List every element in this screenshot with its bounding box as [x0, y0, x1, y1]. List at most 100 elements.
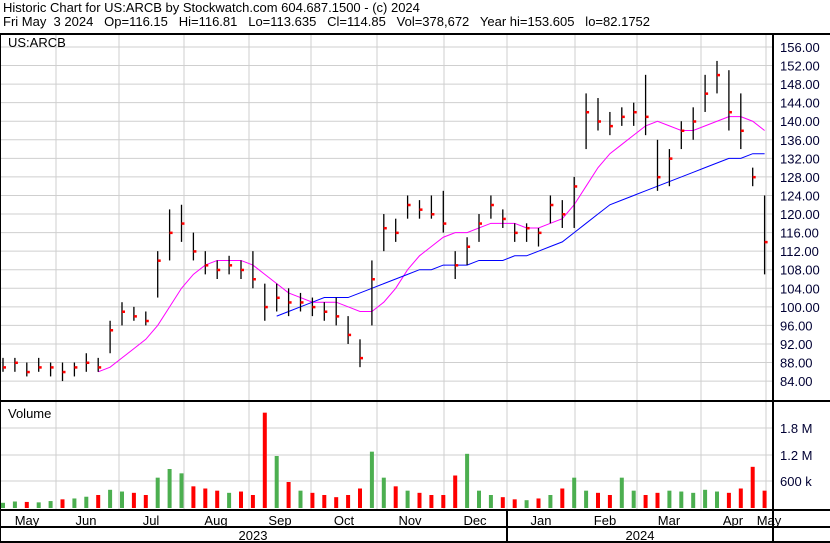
- month-label: Nov: [398, 513, 422, 528]
- volume-bar: [584, 490, 589, 508]
- volume-bar: [167, 469, 172, 508]
- month-label: Mar: [658, 513, 681, 528]
- volume-bar: [310, 492, 315, 508]
- volume-bar: [381, 477, 386, 508]
- price-tick-label: 120.00: [780, 207, 820, 222]
- close-tick: [98, 366, 102, 369]
- volume-bar: [96, 495, 101, 508]
- close-tick: [324, 310, 328, 313]
- volume-bar: [286, 482, 291, 508]
- close-tick: [217, 268, 221, 272]
- volume-bar: [155, 477, 160, 508]
- close-tick: [252, 278, 256, 281]
- close-tick: [717, 73, 720, 77]
- volume-bar: [84, 496, 89, 508]
- close-tick: [229, 264, 233, 267]
- price-tick-label: 92.00: [780, 337, 813, 352]
- volume-bar: [120, 491, 124, 508]
- close-tick: [181, 222, 185, 225]
- volume-tick-label: 600 k: [780, 474, 812, 489]
- close-tick: [633, 110, 637, 114]
- close-tick: [705, 92, 709, 95]
- price-tick-label: 148.00: [780, 77, 820, 92]
- volume-bar: [679, 491, 684, 508]
- close-tick: [657, 175, 661, 179]
- close-tick: [479, 222, 482, 225]
- volume-bar: [715, 491, 719, 508]
- close-tick: [467, 245, 471, 249]
- price-tick-label: 136.00: [780, 133, 820, 148]
- close-tick: [264, 305, 268, 309]
- close-tick: [336, 315, 340, 318]
- close-tick: [383, 226, 387, 230]
- volume-bar: [631, 490, 636, 508]
- close-tick: [490, 203, 494, 207]
- close-tick: [14, 361, 18, 365]
- price-tick-label: 88.00: [780, 356, 813, 371]
- volume-bar: [203, 488, 208, 508]
- close-tick: [574, 185, 578, 188]
- price-tick-label: 116.00: [780, 226, 819, 241]
- close-tick: [26, 370, 30, 374]
- month-label: Apr: [723, 513, 744, 528]
- close-tick: [693, 120, 697, 123]
- month-label: Jul: [143, 513, 160, 528]
- price-tick-label: 124.00: [780, 188, 820, 203]
- volume-bar: [560, 488, 565, 508]
- close-tick: [110, 329, 114, 332]
- volume-bar: [322, 495, 327, 508]
- month-label: Oct: [334, 513, 355, 528]
- month-label: Sep: [268, 513, 291, 528]
- price-tick-label: 152.00: [780, 59, 820, 74]
- close-tick: [312, 305, 316, 309]
- close-tick: [395, 231, 399, 235]
- month-label: May: [757, 513, 782, 528]
- volume-bar: [48, 501, 53, 508]
- close-tick: [407, 203, 411, 207]
- price-tick-label: 100.00: [780, 300, 820, 315]
- price-tick-label: 96.00: [780, 318, 813, 333]
- close-tick: [74, 366, 78, 369]
- volume-bar: [143, 495, 148, 508]
- close-tick: [728, 110, 732, 114]
- volume-bar: [131, 492, 136, 508]
- volume-bar: [548, 495, 553, 508]
- month-label: May: [15, 513, 40, 528]
- close-tick: [681, 129, 685, 133]
- close-tick: [3, 366, 6, 369]
- close-tick: [538, 231, 542, 235]
- close-tick: [122, 310, 125, 313]
- volume-bar: [369, 451, 374, 508]
- volume-bar: [405, 490, 410, 508]
- volume-bar: [703, 489, 708, 508]
- volume-bar: [596, 492, 600, 508]
- volume-bar: [726, 492, 731, 508]
- year-label: 2023: [239, 528, 268, 543]
- close-tick: [669, 157, 673, 160]
- volume-bar: [72, 498, 77, 508]
- close-tick: [752, 175, 756, 179]
- volume-bar: [250, 495, 255, 508]
- volume-bar: [738, 488, 743, 508]
- month-label: Aug: [204, 513, 227, 528]
- price-tick-label: 108.00: [780, 263, 820, 278]
- close-tick: [455, 264, 459, 267]
- volume-bar: [179, 473, 184, 508]
- price-tick-label: 128.00: [780, 170, 820, 185]
- close-tick: [360, 356, 363, 360]
- volume-bar: [619, 477, 624, 508]
- close-tick: [133, 315, 137, 318]
- volume-bar: [488, 495, 493, 508]
- volume-bar: [691, 492, 696, 508]
- volume-bar: [655, 492, 660, 508]
- close-tick: [288, 301, 292, 304]
- price-tick-label: 104.00: [780, 281, 820, 296]
- volume-bar: [667, 490, 672, 508]
- month-label: Feb: [594, 513, 616, 528]
- volume-bar: [417, 492, 422, 508]
- volume-bar: [108, 489, 113, 508]
- volume-bar: [453, 475, 458, 508]
- close-tick: [598, 120, 601, 123]
- close-tick: [526, 226, 530, 230]
- volume-bar: [1, 502, 5, 508]
